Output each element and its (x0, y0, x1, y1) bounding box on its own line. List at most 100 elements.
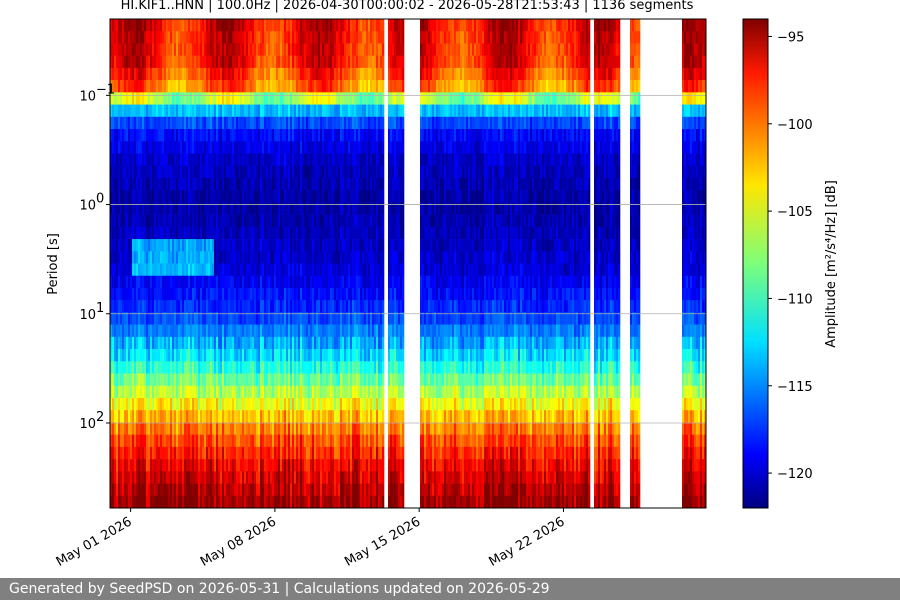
heatmap-cell (238, 361, 241, 374)
heatmap-cell (192, 43, 195, 56)
heatmap-cell (158, 251, 161, 264)
heatmap-cell (154, 92, 157, 105)
heatmap-cell (272, 129, 275, 142)
heatmap-cell (282, 104, 285, 118)
heatmap-cell (272, 397, 275, 411)
heatmap-cell (138, 104, 141, 118)
heatmap-cell (320, 19, 323, 32)
heatmap-cell (278, 129, 281, 142)
heatmap-cell (216, 31, 219, 44)
heatmap-cell (156, 165, 159, 179)
heatmap-cell (160, 324, 163, 338)
heatmap-cell (130, 410, 133, 423)
heatmap-cell (356, 471, 359, 484)
heatmap-cell (288, 43, 291, 56)
heatmap-cell (222, 129, 225, 142)
heatmap-cell (274, 385, 277, 399)
heatmap-cell (258, 324, 261, 338)
heatmap-cell (310, 287, 313, 301)
heatmap-cell (304, 129, 307, 142)
heatmap-cell (328, 471, 331, 484)
heatmap-cell (260, 483, 263, 497)
heatmap-cell (354, 31, 357, 44)
heatmap-cell (288, 361, 291, 374)
heatmap-cell (346, 141, 349, 154)
heatmap-cell (126, 177, 129, 191)
heatmap-cell (204, 446, 207, 460)
heatmap-cell (314, 55, 317, 69)
heatmap-cell (138, 251, 141, 264)
heatmap-cell (288, 373, 291, 387)
heatmap-cell (122, 446, 125, 460)
heatmap-cell (246, 410, 249, 423)
heatmap-cell (246, 116, 249, 130)
heatmap-cell (340, 214, 343, 228)
heatmap-cell (352, 373, 355, 387)
heatmap-cell (238, 385, 241, 399)
heatmap-cell (296, 92, 299, 105)
heatmap-cell (142, 422, 145, 435)
heatmap-cell (148, 116, 151, 130)
heatmap-cell (250, 239, 253, 252)
heatmap-cell (320, 263, 323, 277)
heatmap-cell (242, 31, 245, 44)
heatmap-cell (254, 141, 257, 154)
heatmap-cell (206, 312, 209, 325)
heatmap-cell (258, 422, 261, 435)
heatmap-cell (146, 422, 149, 435)
heatmap-cell (154, 202, 157, 215)
heatmap-cell (134, 459, 137, 472)
heatmap-cell (310, 434, 313, 448)
heatmap-cell (198, 373, 201, 387)
heatmap-cell (128, 202, 131, 215)
heatmap-cell (220, 226, 223, 240)
heatmap-cell (170, 202, 173, 215)
heatmap-cell (158, 300, 161, 313)
heatmap-cell (322, 471, 325, 484)
heatmap-cell (320, 373, 323, 387)
heatmap-cell (202, 116, 205, 130)
heatmap-cell (184, 43, 187, 56)
heatmap-cell (170, 104, 173, 118)
heatmap-cell (254, 287, 257, 301)
heatmap-cell (168, 239, 171, 252)
heatmap-cell (164, 202, 167, 215)
heatmap-cell (128, 324, 131, 338)
heatmap-cell (346, 129, 349, 142)
heatmap-cell (344, 361, 347, 374)
heatmap-cell (288, 495, 291, 508)
heatmap-cell (140, 239, 143, 252)
heatmap-cell (226, 92, 229, 105)
heatmap-cell (274, 129, 277, 142)
heatmap-cell (224, 43, 227, 56)
heatmap-cell (210, 92, 213, 105)
heatmap-cell (170, 251, 173, 264)
heatmap-cell (358, 287, 361, 301)
heatmap-cell (254, 177, 257, 191)
heatmap-cell (298, 275, 301, 289)
heatmap-cell (132, 373, 135, 387)
heatmap-cell (210, 190, 213, 203)
heatmap-cell (330, 349, 333, 362)
heatmap-cell (158, 214, 161, 228)
heatmap-cell (320, 141, 323, 154)
heatmap-cell (248, 165, 251, 179)
heatmap-cell (186, 287, 189, 301)
heatmap-cell (150, 495, 153, 508)
heatmap-cell (156, 141, 159, 154)
heatmap-cell (118, 129, 121, 142)
heatmap-cell (352, 226, 355, 240)
heatmap-cell (346, 495, 349, 508)
heatmap-cell (330, 361, 333, 374)
heatmap-cell (354, 459, 357, 472)
heatmap-cell (140, 349, 143, 362)
heatmap-cell (344, 422, 347, 435)
heatmap-cell (214, 422, 217, 435)
heatmap-cell (286, 214, 289, 228)
heatmap-cell (176, 104, 179, 118)
heatmap-cell (316, 153, 319, 166)
heatmap-cell (296, 67, 299, 81)
heatmap-cell (206, 80, 209, 93)
heatmap-cell (156, 55, 159, 69)
heatmap-cell (350, 495, 353, 508)
